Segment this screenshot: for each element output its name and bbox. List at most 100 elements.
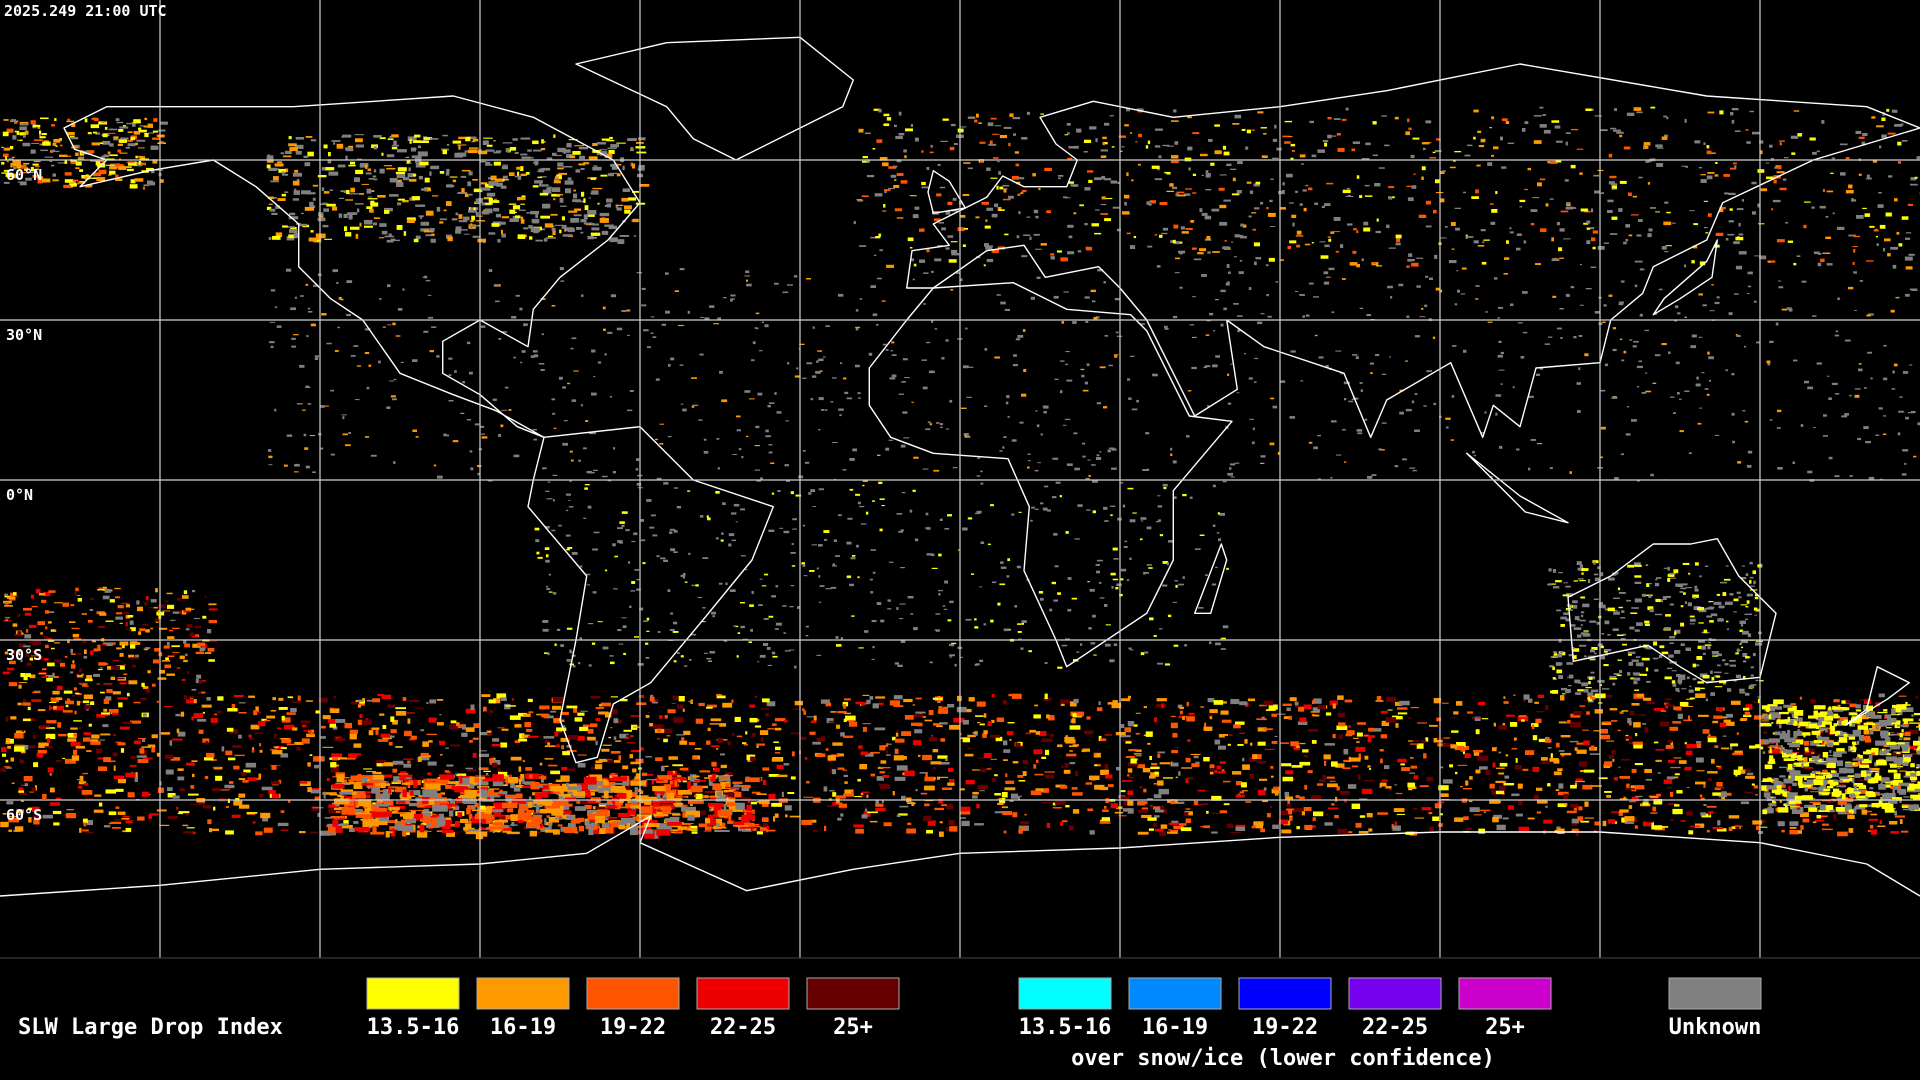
cloud-pixel	[40, 632, 43, 635]
cloud-pixel	[53, 139, 61, 143]
cloud-pixel	[183, 659, 188, 663]
cloud-pixel	[708, 803, 724, 807]
cloud-pixel	[481, 187, 491, 191]
cloud-pixel	[1608, 153, 1613, 158]
cloud-pixel	[467, 769, 477, 772]
cloud-pixel	[597, 777, 612, 779]
cloud-pixel	[103, 757, 111, 763]
cloud-pixel	[441, 148, 449, 151]
cloud-pixel	[186, 623, 193, 628]
cloud-pixel	[1162, 227, 1169, 231]
cloud-pixel	[667, 709, 676, 714]
cloud-pixel	[5, 759, 9, 763]
cloud-pixel	[484, 185, 494, 188]
cloud-pixel	[1645, 160, 1650, 163]
cloud-pixel	[899, 805, 909, 808]
cloud-pixel	[629, 805, 640, 809]
cloud-pixel	[1903, 754, 1913, 758]
cloud-pixel	[594, 815, 605, 824]
cloud-pixel	[656, 793, 661, 802]
cloud-pixel	[403, 231, 407, 236]
cloud-pixel	[642, 829, 653, 834]
cloud-pixel	[1293, 746, 1300, 751]
cloud-pixel	[91, 117, 96, 120]
cloud-pixel	[1408, 717, 1412, 719]
cloud-pixel	[1618, 766, 1621, 768]
cloud-pixel	[566, 153, 573, 159]
cloud-pixel	[455, 831, 463, 833]
cloud-pixel	[1806, 779, 1815, 784]
cloud-pixel	[46, 738, 51, 744]
cloud-pixel	[52, 173, 56, 177]
cloud-pixel	[1284, 791, 1290, 797]
cloud-pixel	[1150, 766, 1160, 770]
cloud-pixel	[415, 235, 421, 239]
cloud-pixel	[581, 800, 589, 805]
cloud-pixel	[520, 173, 527, 176]
cloud-pixel	[353, 821, 359, 824]
cloud-pixel	[310, 789, 320, 794]
cloud-pixel	[167, 787, 173, 791]
cloud-pixel	[1289, 697, 1297, 702]
cloud-pixel	[1437, 743, 1447, 747]
cloud-pixel	[19, 126, 27, 131]
cloud-pixel	[1301, 811, 1305, 816]
cloud-pixel	[457, 191, 468, 194]
cloud-pixel	[1244, 739, 1248, 744]
cloud-pixel	[469, 147, 479, 149]
cloud-pixel	[1878, 719, 1891, 726]
cloud-pixel	[186, 699, 197, 704]
cloud-pixel	[384, 207, 393, 212]
cloud-pixel	[1271, 788, 1280, 794]
cloud-pixel	[1792, 756, 1802, 759]
cloud-pixel	[1814, 773, 1820, 777]
cloud-pixel	[478, 797, 486, 800]
cloud-pixel	[1093, 752, 1101, 758]
cloud-pixel	[983, 730, 988, 735]
cloud-pixel	[1812, 821, 1817, 824]
cloud-pixel	[987, 721, 992, 727]
cloud-pixel	[1859, 804, 1868, 808]
cloud-pixel	[145, 688, 150, 694]
cloud-pixel	[568, 139, 578, 141]
cloud-pixel	[1588, 698, 1592, 702]
cloud-pixel	[127, 143, 136, 147]
cloud-pixel	[1634, 825, 1638, 829]
cloud-pixel	[832, 802, 837, 806]
cloud-pixel	[303, 730, 312, 732]
cloud-pixel	[1184, 811, 1193, 816]
cloud-pixel	[121, 818, 130, 820]
cloud-pixel	[246, 812, 258, 814]
cloud-pixel	[12, 163, 21, 167]
cloud-pixel	[563, 810, 572, 815]
cloud-pixel	[915, 789, 918, 792]
cloud-pixel	[88, 723, 92, 727]
cloud-pixel	[860, 751, 868, 756]
cloud-pixel	[1836, 797, 1843, 800]
cloud-pixel	[135, 654, 139, 658]
cloud-pixel	[118, 166, 127, 170]
cloud-pixel	[703, 830, 712, 832]
cloud-pixel	[580, 710, 588, 712]
cloud-pixel	[1816, 772, 1820, 774]
cloud-pixel	[1469, 776, 1473, 780]
cloud-pixel	[37, 621, 45, 626]
cloud-pixel	[1755, 794, 1758, 796]
cloud-pixel	[371, 804, 380, 812]
cloud-pixel	[318, 212, 324, 217]
cloud-pixel	[417, 151, 428, 157]
cloud-pixel	[496, 693, 507, 698]
cloud-pixel	[207, 629, 212, 634]
cloud-pixel	[1036, 759, 1039, 763]
cloud-pixel	[94, 794, 102, 797]
cloud-pixel	[96, 177, 106, 181]
cloud-pixel	[1577, 816, 1584, 822]
cloud-pixel	[1245, 801, 1252, 803]
cloud-pixel	[1504, 775, 1510, 779]
cloud-pixel	[225, 805, 229, 808]
cloud-pixel	[1004, 787, 1016, 791]
cloud-pixel	[1104, 764, 1109, 770]
cloud-pixel	[1186, 701, 1189, 707]
cloud-pixel	[552, 187, 561, 192]
cloud-pixel	[59, 662, 65, 667]
